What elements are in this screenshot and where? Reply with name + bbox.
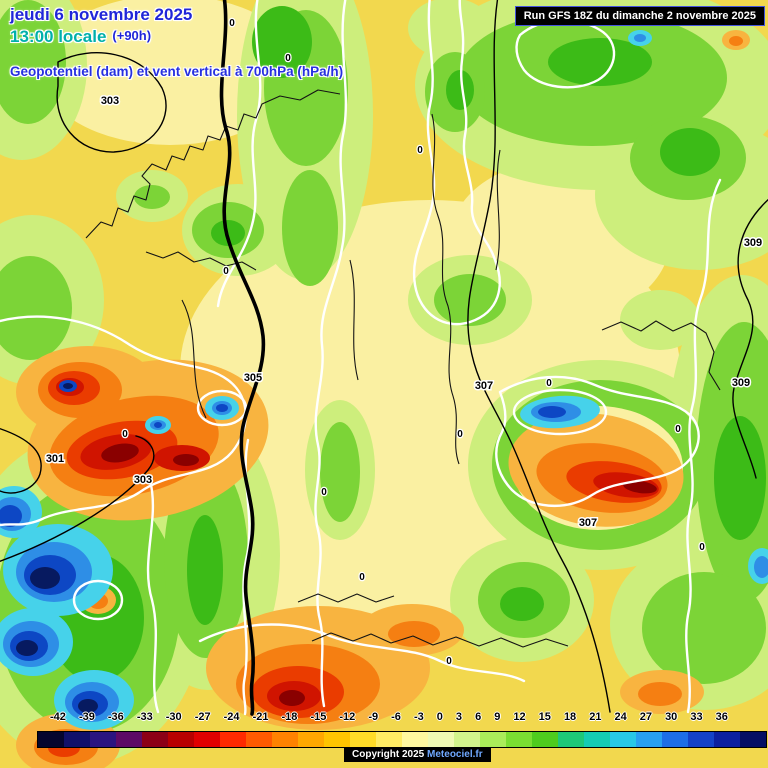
scale-tick-label: -39 [78, 711, 95, 723]
scale-cell [506, 732, 532, 747]
scale-tick-label: 18 [563, 711, 577, 723]
zero-line-label: 0 [122, 429, 128, 440]
scale-cell [480, 732, 506, 747]
scale-tick-label: 12 [513, 711, 526, 723]
zero-line-label: 0 [417, 145, 423, 156]
scale-cell [714, 732, 740, 747]
forecast-local-time: 13:00 locale [10, 27, 107, 46]
scale-tick-label: -30 [165, 711, 182, 723]
scale-cell [194, 732, 220, 747]
scale-tick-label: -3 [413, 711, 424, 723]
scale-tick-label: 27 [639, 711, 653, 723]
country-borders [85, 89, 721, 648]
scale-tick-label: -42 [50, 711, 66, 723]
scale-tick-label: -21 [252, 711, 269, 723]
forecast-date: jeudi 6 novembre 2025 [10, 5, 193, 24]
geopotential-label: 307 [579, 517, 597, 529]
scale-cell [272, 732, 298, 747]
scale-tick-label: 24 [614, 711, 627, 723]
zero-line-label: 0 [457, 429, 463, 440]
scale-cell [454, 732, 480, 747]
scale-cell [636, 732, 662, 747]
scale-cell [142, 732, 168, 747]
scale-tick-label: 33 [690, 711, 703, 723]
scale-cell [584, 732, 610, 747]
scale-tick-label: -15 [310, 711, 327, 723]
scale-cell [90, 732, 116, 747]
scale-cell [740, 732, 766, 747]
geopotential-label: 307 [475, 380, 493, 392]
scale-tick-label: 6 [475, 711, 482, 723]
model-run-info: Run GFS 18Z du dimanche 2 novembre 2025 [514, 6, 765, 26]
scale-tick-label: 3 [455, 711, 463, 723]
copyright-notice: Copyright 2025 Meteociel.fr [344, 747, 491, 762]
geopotential-label: 309 [744, 237, 762, 249]
scale-cell [38, 732, 64, 747]
scale-tick-label: -24 [223, 711, 240, 723]
scale-cell [376, 732, 402, 747]
zero-line-label: 0 [321, 487, 327, 498]
zero-line-label: 0 [285, 53, 291, 64]
map-parameter-title: Geopotentiel (dam) et vent vertical à 70… [10, 64, 344, 79]
scale-tick-label: 21 [589, 711, 602, 723]
zero-line-label: 0 [699, 542, 705, 553]
zero-line-label: 0 [446, 656, 452, 667]
geopotential-label: 305 [244, 372, 262, 384]
scale-tick-label: -36 [107, 711, 124, 723]
scale-tick-label: -12 [339, 711, 356, 723]
geopotential-label: 303 [134, 474, 152, 486]
scale-tick-label: 9 [494, 711, 501, 723]
geopotential-contour-lines [0, 0, 768, 716]
geopotential-label: 301 [46, 453, 64, 465]
scale-tick-label: 0 [436, 711, 443, 723]
scale-labels: -42 -39 -36 -33 -30 -27 -24 -21 -18 -15 -12 -9 -6 -3 0… [50, 711, 728, 723]
scale-cell [246, 732, 272, 747]
scale-cell [324, 732, 350, 747]
geopotential-label: 309 [732, 377, 750, 389]
scale-cell [428, 732, 454, 747]
scale-tick-label: 15 [538, 711, 551, 723]
scale-cell [532, 732, 558, 747]
geopotential-label: 303 [101, 95, 119, 107]
map-labels: 303 309 305 307 309 301 303 307 0 0 0 0 … [44, 17, 763, 669]
scale-cell [402, 732, 428, 747]
scale-tick-label: -27 [194, 711, 211, 723]
forecast-hour-offset: (+90h) [112, 28, 152, 43]
scale-cell [298, 732, 324, 747]
scale-cell [350, 732, 376, 747]
scale-tick-label: -33 [136, 711, 153, 723]
scale-cell [116, 732, 142, 747]
scale-tick-label: -6 [391, 711, 401, 723]
meteociel-site-label: Meteociel.fr [427, 749, 483, 760]
scale-tick-label: 30 [665, 711, 678, 723]
zero-line-label: 0 [223, 266, 229, 277]
scale-cell [662, 732, 688, 747]
zero-line-label: 0 [675, 424, 681, 435]
scale-tick-label: 36 [715, 711, 728, 723]
zero-line-label: 0 [229, 18, 235, 29]
scale-tick-label: -9 [368, 711, 379, 723]
scale-cell [610, 732, 636, 747]
zero-line-label: 0 [359, 572, 365, 583]
color-scale-bar [37, 731, 767, 748]
scale-cell [688, 732, 714, 747]
copyright-text: Copyright 2025 [352, 749, 425, 760]
forecast-time-line: 13:00 locale (+90h) [10, 27, 151, 47]
scale-cell [220, 732, 246, 747]
scale-cell [64, 732, 90, 747]
scale-cell [558, 732, 584, 747]
main-isohypse-thick-line [219, 0, 266, 716]
scale-tick-label: -18 [281, 711, 298, 723]
scale-cell [168, 732, 194, 747]
zero-omega-contours [0, 0, 722, 716]
zero-line-label: 0 [546, 378, 552, 389]
